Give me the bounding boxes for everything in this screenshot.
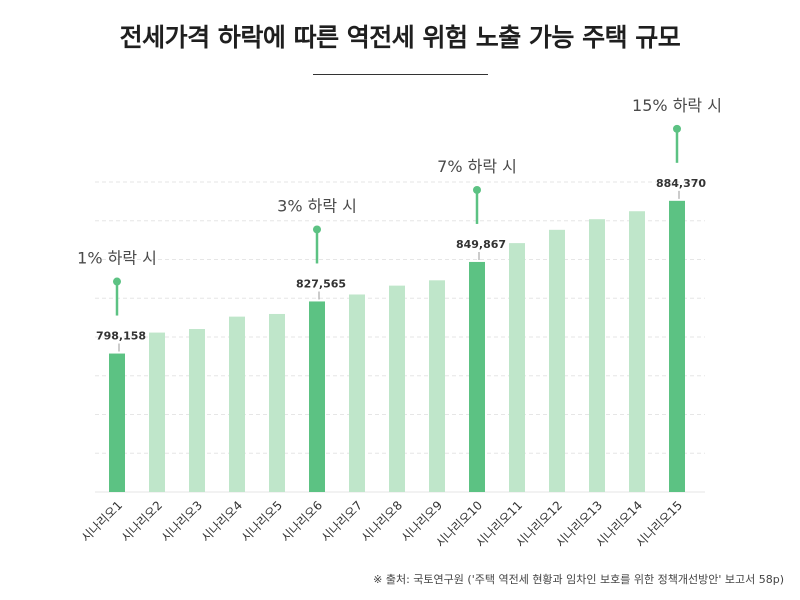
x-tick-label: 시나리오6: [279, 498, 326, 545]
data-label: 849,867: [456, 238, 506, 251]
x-tick-label: 시나리오8: [359, 498, 406, 545]
bar: [509, 243, 525, 492]
chart-title: 전세가격 하락에 따른 역전세 위험 노출 가능 주택 규모: [119, 23, 681, 52]
x-tick-label: 시나리오3: [159, 498, 206, 545]
bar: [469, 261, 485, 492]
annotation-pin-dot: [673, 124, 681, 133]
source-note: ※ 출처: 국토연구원 ('주택 역전세 현황과 임차인 보호를 위한 정책개선…: [373, 573, 784, 586]
bar: [629, 211, 645, 492]
x-tick-label: 시나리오2: [119, 498, 166, 545]
bar: [109, 353, 125, 492]
annotation-label: 7% 하락 시: [437, 157, 517, 176]
bar: [549, 229, 565, 493]
bar: [389, 285, 405, 492]
bar: [429, 280, 445, 492]
bar: [229, 316, 245, 492]
annotation-label: 15% 하락 시: [632, 96, 722, 115]
data-label: 798,158: [96, 330, 146, 343]
annotation-pin-dot: [113, 277, 121, 286]
x-tick-label: 시나리오1: [79, 498, 126, 545]
bar: [309, 301, 325, 492]
bar: [589, 219, 605, 492]
bar: [189, 329, 205, 492]
bar: [349, 294, 365, 492]
bar: [669, 200, 685, 492]
x-tick-label: 시나리오5: [239, 498, 286, 545]
annotation-pin-dot: [313, 225, 321, 234]
x-tick-label: 시나리오4: [199, 498, 246, 545]
annotation-pin-dot: [473, 185, 481, 194]
data-label: 884,370: [656, 177, 706, 190]
x-tick-label: 시나리오7: [319, 498, 366, 545]
bar: [269, 313, 285, 492]
title-underline: [313, 74, 488, 75]
annotation-label: 1% 하락 시: [77, 249, 157, 268]
data-label: 827,565: [296, 277, 346, 290]
annotation-label: 3% 하락 시: [277, 196, 357, 215]
bar: [149, 332, 165, 492]
